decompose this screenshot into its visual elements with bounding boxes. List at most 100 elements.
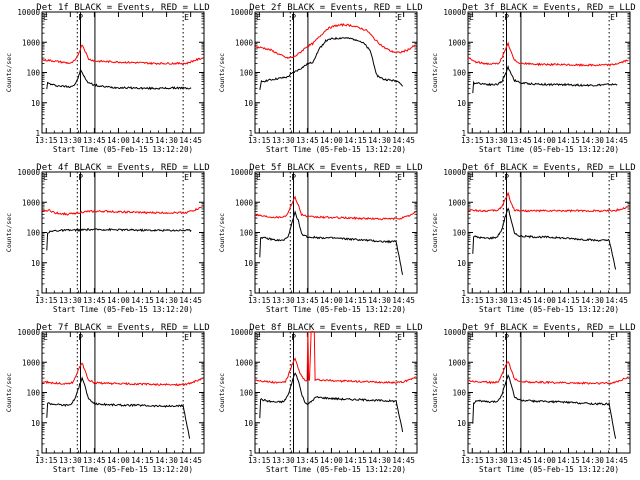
- y-tick-label: 100: [239, 229, 253, 238]
- marker-label: E: [184, 333, 189, 342]
- events-series-line: [259, 36, 403, 90]
- y-tick-label: 10: [31, 259, 41, 268]
- x-tick-label: 14:15: [557, 456, 580, 465]
- y-tick-label: 1: [461, 449, 466, 458]
- x-tick-label: 14:00: [533, 136, 556, 145]
- x-tick-label: 13:30: [59, 136, 82, 145]
- x-tick-label: 14:45: [179, 456, 202, 465]
- y-tick-label: 10000: [443, 328, 466, 337]
- y-tick-label: 1: [35, 129, 40, 138]
- y-tick-label: 1: [248, 289, 253, 298]
- x-tick-label: 14:45: [179, 296, 202, 305]
- lld-series-line: [41, 362, 203, 387]
- x-tick-label: 14:30: [368, 296, 391, 305]
- y-tick-label: 10000: [17, 328, 40, 337]
- marker-label: E: [43, 333, 48, 342]
- x-tick-label: 13:45: [83, 456, 106, 465]
- panel-6: Det 6f BLACK = Events, RED = LLD 1 10 100 10…: [431, 163, 636, 314]
- x-tick-label: 14:15: [344, 456, 367, 465]
- events-series-line: [259, 372, 404, 432]
- lld-series-line: [467, 361, 629, 385]
- panel-title: Det 8f BLACK = Events, RED = LLD: [249, 323, 422, 333]
- y-tick-label: 10000: [17, 8, 40, 17]
- marker-label: E: [610, 13, 615, 22]
- x-tick-label: 14:15: [131, 456, 154, 465]
- panel-title: Det 6f BLACK = Events, RED = LLD: [462, 163, 635, 173]
- x-tick-label: 13:45: [296, 456, 319, 465]
- x-tick-label: 14:15: [344, 296, 367, 305]
- x-tick-label: 14:30: [581, 456, 604, 465]
- x-tick-label: 14:45: [392, 296, 415, 305]
- x-tick-label: 14:00: [320, 296, 343, 305]
- marker-label: E: [184, 13, 189, 22]
- y-tick-label: 10000: [443, 8, 466, 17]
- y-tick-label: 1000: [235, 38, 254, 47]
- x-tick-label: 14:00: [533, 296, 556, 305]
- y-tick-label: 1000: [448, 358, 467, 367]
- x-tick-label: 14:00: [107, 456, 130, 465]
- panel-8: Det 8f BLACK = Events, RED = LLD 1 10 100 10…: [218, 323, 423, 474]
- x-tick-label: 13:45: [296, 296, 319, 305]
- panel-4: Det 4f BLACK = Events, RED = LLD 1 10 100 10…: [5, 163, 210, 314]
- x-tick-label: 14:45: [605, 456, 628, 465]
- y-axis-label: Counts/sec: [431, 53, 439, 92]
- y-tick-label: 1: [35, 289, 40, 298]
- x-tick-label: 13:45: [509, 296, 532, 305]
- x-axis-label: Start Time (05-Feb-15 13:12:20): [479, 465, 619, 474]
- plot-frame: [254, 171, 418, 294]
- events-series-line: [46, 376, 191, 439]
- y-tick-label: 10: [244, 259, 254, 268]
- y-tick-label: 1000: [235, 198, 254, 207]
- y-tick-label: 10000: [443, 168, 466, 177]
- plot-frame: [41, 171, 205, 294]
- marker-label: E: [469, 13, 474, 22]
- y-tick-label: 10000: [17, 168, 40, 177]
- y-tick-label: 100: [239, 389, 253, 398]
- marker-label: E: [43, 13, 48, 22]
- y-axis-label: Counts/sec: [431, 213, 439, 252]
- x-tick-label: 14:15: [557, 136, 580, 145]
- x-tick-label: 13:15: [35, 456, 58, 465]
- x-tick-label: 13:30: [485, 296, 508, 305]
- y-tick-label: 100: [26, 69, 40, 78]
- panel-title: Det 9f BLACK = Events, RED = LLD: [462, 323, 635, 333]
- x-tick-label: 14:00: [320, 136, 343, 145]
- x-axis-label: Start Time (05-Feb-15 13:12:20): [479, 305, 619, 314]
- plot-frame: [41, 11, 205, 134]
- x-tick-label: 14:15: [557, 296, 580, 305]
- y-tick-label: 10000: [230, 328, 253, 337]
- marker-label: E: [184, 173, 189, 182]
- y-tick-label: 1000: [22, 358, 41, 367]
- y-axis-label: Counts/sec: [218, 373, 226, 412]
- x-tick-label: 14:00: [107, 136, 130, 145]
- y-tick-label: 10000: [230, 8, 253, 17]
- x-tick-label: 13:15: [35, 296, 58, 305]
- y-tick-label: 1000: [235, 358, 254, 367]
- x-tick-label: 14:15: [131, 136, 154, 145]
- y-tick-label: 1000: [448, 198, 467, 207]
- panel-title: Det 1f BLACK = Events, RED = LLD: [36, 3, 209, 13]
- panel-7: Det 7f BLACK = Events, RED = LLD 1 10 100 10…: [5, 323, 210, 474]
- plot-frame: [254, 331, 418, 454]
- marker-label: E: [43, 173, 48, 182]
- x-tick-label: 13:15: [35, 136, 58, 145]
- x-tick-label: 13:15: [248, 136, 271, 145]
- lld-series-line: [254, 22, 416, 60]
- y-tick-label: 100: [239, 69, 253, 78]
- y-axis-label: Counts/sec: [431, 373, 439, 412]
- x-tick-label: 13:15: [461, 456, 484, 465]
- panel-title: Det 2f BLACK = Events, RED = LLD: [249, 3, 422, 13]
- y-tick-label: 10: [31, 419, 41, 428]
- x-tick-label: 14:45: [392, 456, 415, 465]
- panel-title: Det 7f BLACK = Events, RED = LLD: [36, 323, 209, 333]
- marker-label: E: [610, 173, 615, 182]
- y-tick-label: 10: [244, 419, 254, 428]
- x-tick-label: 14:30: [155, 296, 178, 305]
- marker-label: E: [256, 173, 261, 182]
- x-axis-label: Start Time (05-Feb-15 13:12:20): [266, 465, 406, 474]
- x-tick-label: 13:30: [272, 456, 295, 465]
- y-tick-label: 1000: [22, 198, 41, 207]
- y-tick-label: 1: [461, 129, 466, 138]
- y-tick-label: 10: [244, 99, 254, 108]
